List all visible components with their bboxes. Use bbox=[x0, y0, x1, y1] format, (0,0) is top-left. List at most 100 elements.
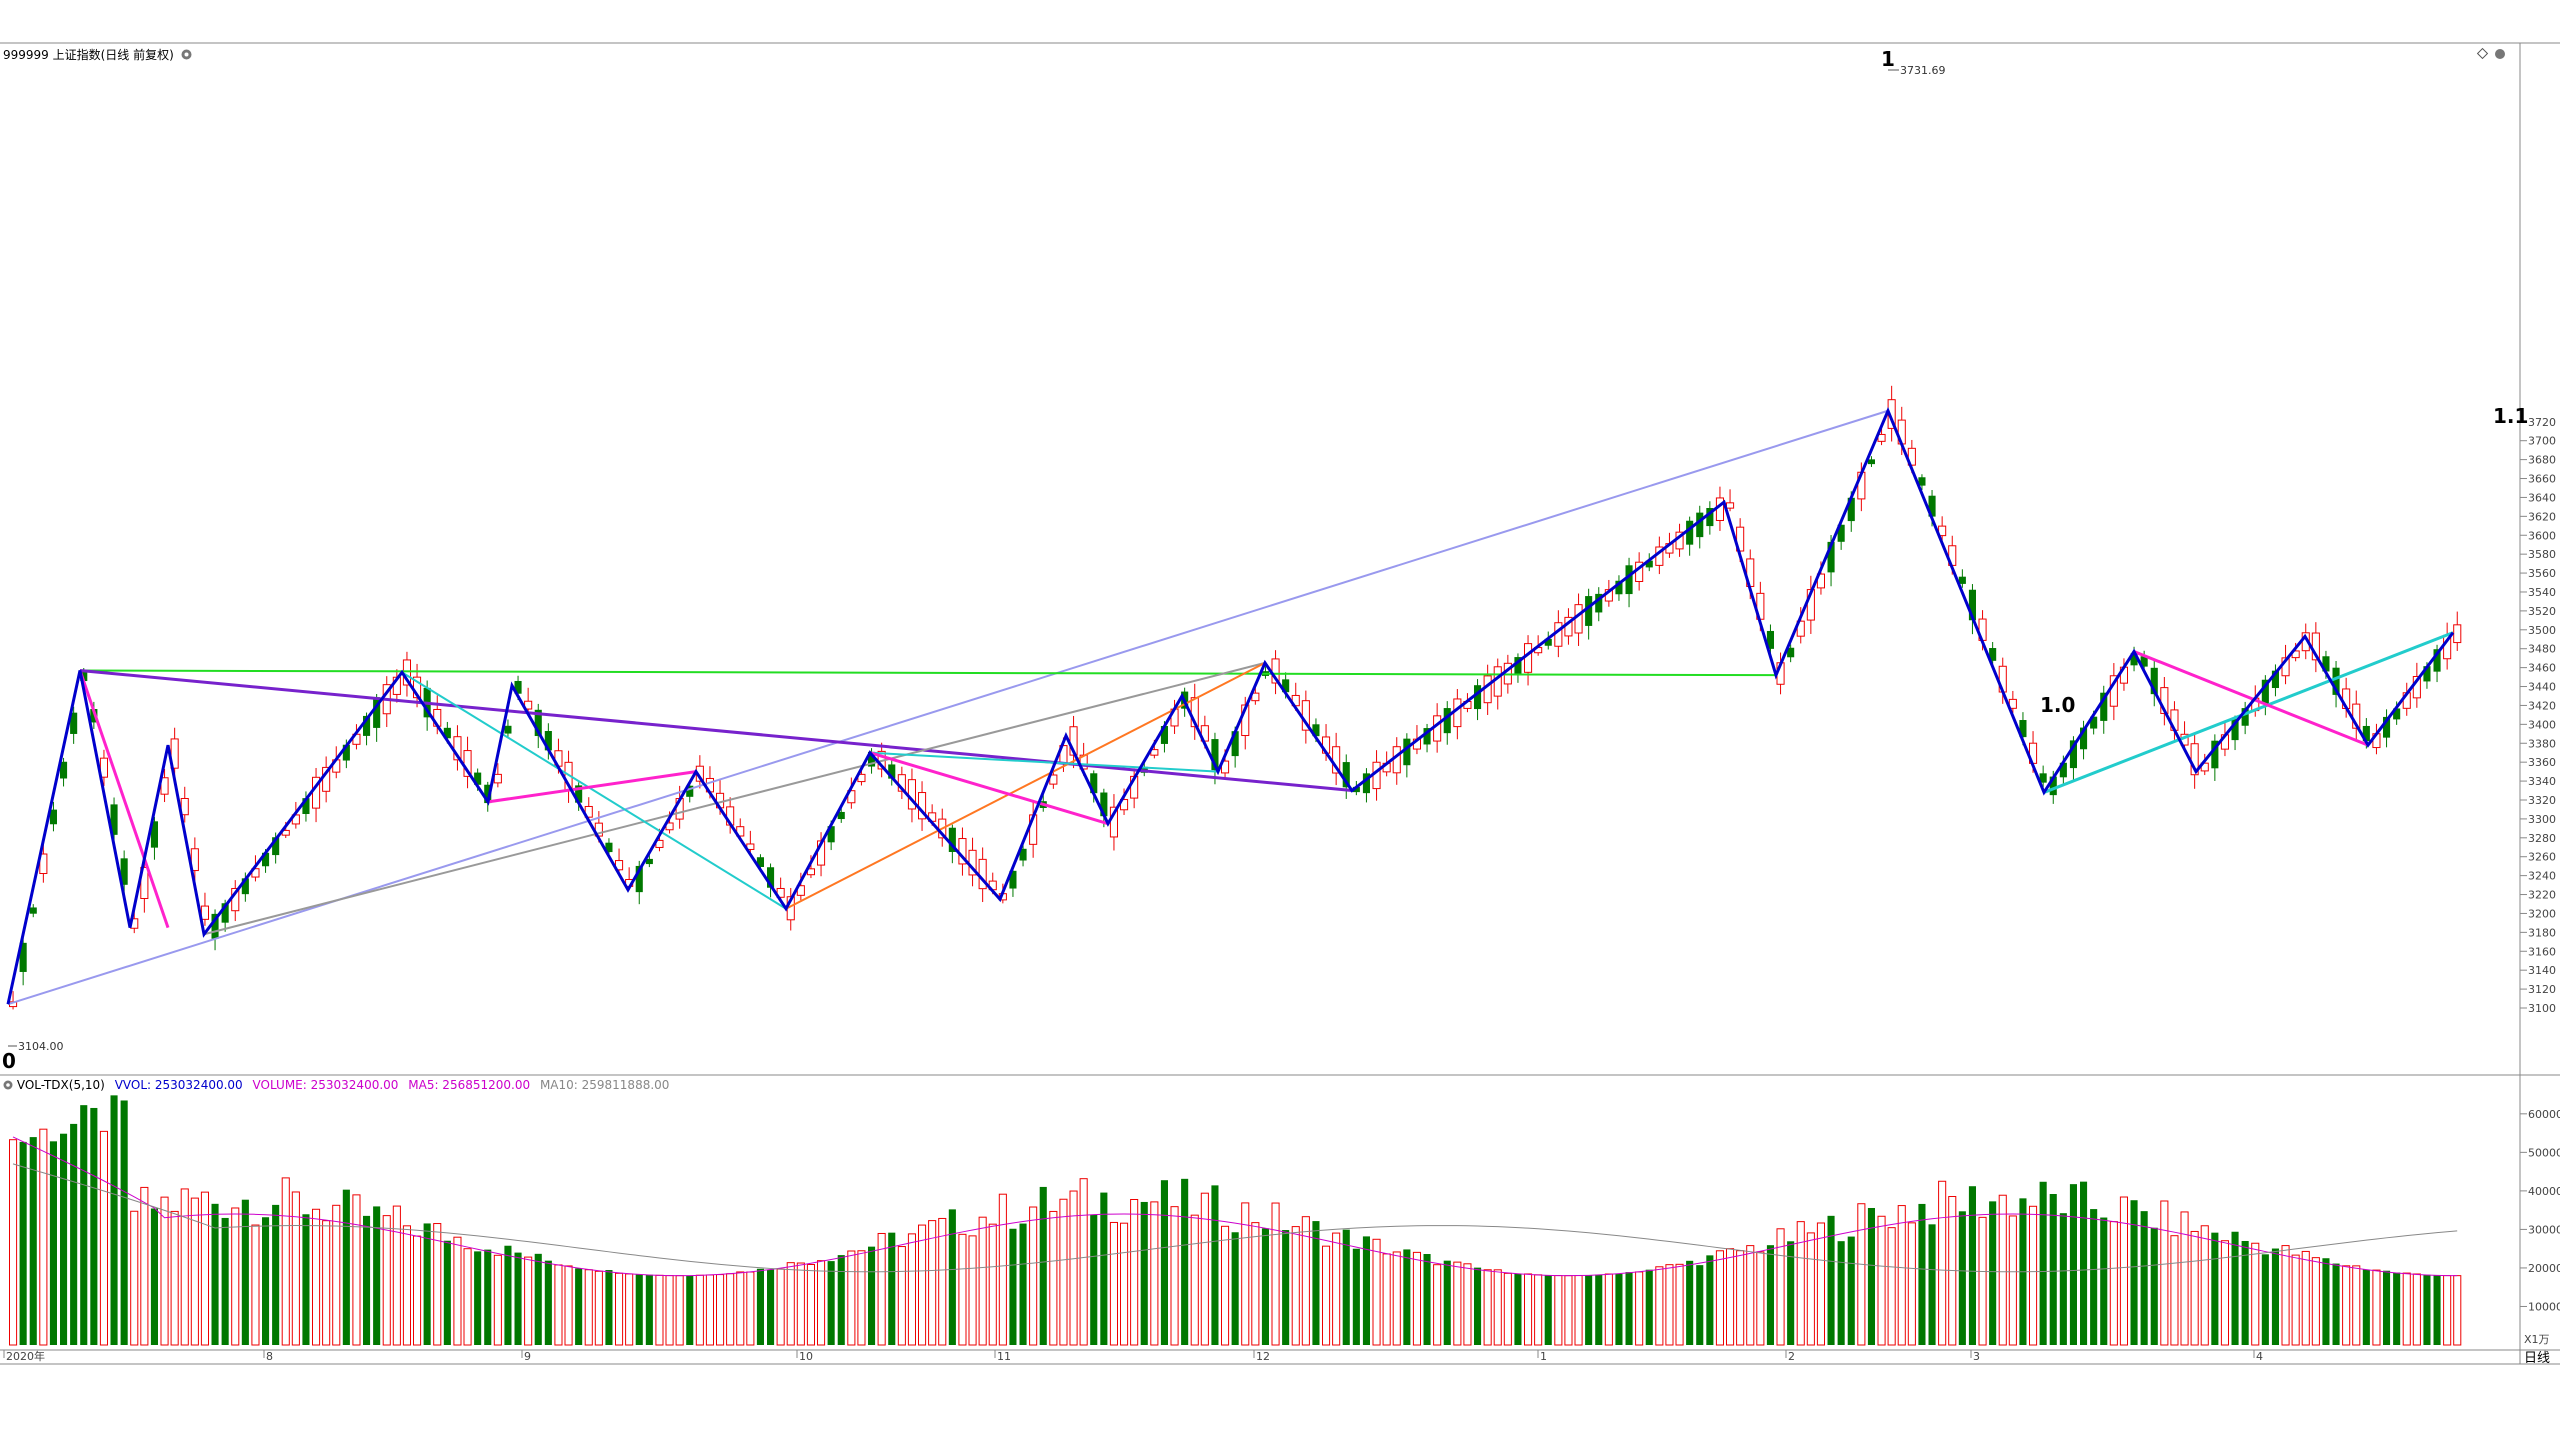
date-tick-label: 10 bbox=[799, 1350, 813, 1363]
candle-body-up bbox=[1372, 761, 1381, 790]
volume-bar-down bbox=[1787, 1241, 1795, 1345]
volume-bar-down bbox=[2140, 1211, 2148, 1345]
zigzag-line bbox=[6, 406, 2455, 1005]
volume-bar-down bbox=[827, 1261, 835, 1345]
volume-bar-down bbox=[1686, 1260, 1694, 1345]
candle-body-up bbox=[1483, 675, 1492, 704]
volume-bar-down bbox=[29, 1137, 37, 1345]
volume-bar-down bbox=[1423, 1254, 1431, 1345]
volume-bar-up bbox=[1332, 1232, 1341, 1346]
candle-body-down bbox=[2090, 716, 2098, 729]
volume-bar-up bbox=[2119, 1196, 2128, 1346]
volume-ma5-line bbox=[12, 1136, 2458, 1277]
volume-bar-up bbox=[402, 1225, 411, 1346]
volume-bar-up bbox=[584, 1269, 593, 1346]
circle-menu-icon[interactable] bbox=[181, 49, 192, 60]
volume-bar-down bbox=[49, 1141, 57, 1345]
candle-body-down bbox=[1019, 848, 1027, 861]
period-button[interactable]: 日线 bbox=[2524, 1351, 2550, 1366]
cyan-trend-line bbox=[2043, 631, 2454, 794]
volume-bar-down bbox=[1282, 1230, 1290, 1345]
candle-body-down bbox=[504, 725, 512, 734]
volume-bar-up bbox=[746, 1271, 755, 1346]
candle-body-down bbox=[1100, 792, 1108, 817]
candle-body-down bbox=[262, 852, 270, 867]
candle-body-down bbox=[2362, 725, 2370, 742]
candle-body-up bbox=[1554, 622, 1563, 647]
wave-label-peak: 1 bbox=[1881, 47, 1895, 71]
volume-tick-label: 50000 bbox=[2528, 1146, 2560, 1159]
candle-body-up bbox=[1453, 698, 1462, 728]
candle-body-down bbox=[514, 680, 522, 694]
volume-bar-down bbox=[1342, 1229, 1350, 1345]
volume-indicator-name: VOL-TDX(5,10) bbox=[16, 1078, 105, 1092]
candle-body-down bbox=[211, 913, 219, 939]
volume-bar-up bbox=[716, 1274, 725, 1346]
volume-bar-up bbox=[2342, 1265, 2351, 1346]
candle-body-up bbox=[1715, 497, 1725, 521]
candle-body-down bbox=[2423, 666, 2431, 682]
date-tick-label: 8 bbox=[266, 1350, 273, 1363]
date-tick-label: 9 bbox=[524, 1350, 531, 1363]
volume-bar-up bbox=[2220, 1240, 2229, 1346]
volume-bar-up bbox=[1483, 1269, 1492, 1346]
candle-body-up bbox=[200, 905, 209, 920]
price-tick-label: 3260 bbox=[2528, 851, 2556, 864]
circle-menu-icon[interactable] bbox=[3, 1080, 13, 1090]
volume-bar-down bbox=[2241, 1240, 2249, 1345]
candle-body-down bbox=[1474, 685, 1482, 710]
volume-bar-up bbox=[877, 1232, 886, 1346]
candle-body-down bbox=[2069, 740, 2077, 769]
volume-bar-down bbox=[2332, 1263, 2340, 1345]
candle-body-down bbox=[1160, 725, 1168, 744]
price-tick-label: 3340 bbox=[2528, 775, 2556, 788]
candle-body-down bbox=[1706, 508, 1714, 527]
candle-body-down bbox=[19, 942, 27, 972]
volume-bar-up bbox=[998, 1193, 1007, 1346]
volume-bar-down bbox=[2261, 1254, 2269, 1345]
volume-bar-down bbox=[1766, 1245, 1774, 1345]
date-tick-label: 12 bbox=[1256, 1350, 1270, 1363]
volume-bar-up bbox=[958, 1233, 967, 1346]
wave-label-start: 0 bbox=[2, 1049, 16, 1073]
candle-body-down bbox=[1403, 738, 1411, 766]
volume-vvol: VVOL: 253032400.00 bbox=[114, 1078, 243, 1092]
volume-bar-up bbox=[1998, 1194, 2007, 1346]
volume-bar-up bbox=[39, 1128, 48, 1346]
volume-bar-down bbox=[756, 1268, 764, 1345]
candle-body-up bbox=[1392, 746, 1401, 774]
volume-bar-up bbox=[1190, 1214, 1199, 1346]
candle-body-down bbox=[373, 697, 381, 728]
volume-bar-down bbox=[1090, 1214, 1098, 1345]
volume-bar-up bbox=[1301, 1216, 1310, 1346]
candle-body-down bbox=[686, 785, 694, 797]
volume-bar-up bbox=[2352, 1265, 2361, 1346]
volume-bar-up bbox=[726, 1273, 735, 1346]
volume-bar-up bbox=[352, 1194, 361, 1346]
candle-body-down bbox=[827, 826, 835, 843]
volume-bar-up bbox=[938, 1217, 947, 1346]
candle-body-down bbox=[1696, 512, 1704, 538]
diamond-icon[interactable] bbox=[2476, 47, 2489, 60]
volume-bar-up bbox=[1392, 1251, 1401, 1346]
candle-body-down bbox=[1787, 647, 1795, 658]
volume-bar-down bbox=[2039, 1181, 2047, 1345]
date-tick-label: 4 bbox=[2256, 1350, 2263, 1363]
candle-body-down bbox=[1625, 565, 1633, 595]
price-tick-label: 3360 bbox=[2528, 756, 2556, 769]
volume-bar-down bbox=[1362, 1236, 1370, 1345]
volume-bar-up bbox=[1251, 1222, 1260, 1346]
candle-body-down bbox=[756, 857, 764, 867]
candle-body-down bbox=[1362, 773, 1370, 794]
gear-icon[interactable] bbox=[2495, 49, 2505, 59]
candle-body-down bbox=[2322, 656, 2330, 672]
candle-body-down bbox=[2433, 649, 2441, 672]
volume-bar-down bbox=[1847, 1236, 1855, 1345]
volume-bar-down bbox=[90, 1107, 98, 1345]
volume-bar-up bbox=[978, 1216, 987, 1346]
volume-bar-up bbox=[2412, 1273, 2421, 1346]
volume-bar-up bbox=[1857, 1203, 1866, 1346]
volume-bar-up bbox=[160, 1196, 169, 1346]
volume-ma10: MA10: 259811888.00 bbox=[539, 1078, 670, 1092]
